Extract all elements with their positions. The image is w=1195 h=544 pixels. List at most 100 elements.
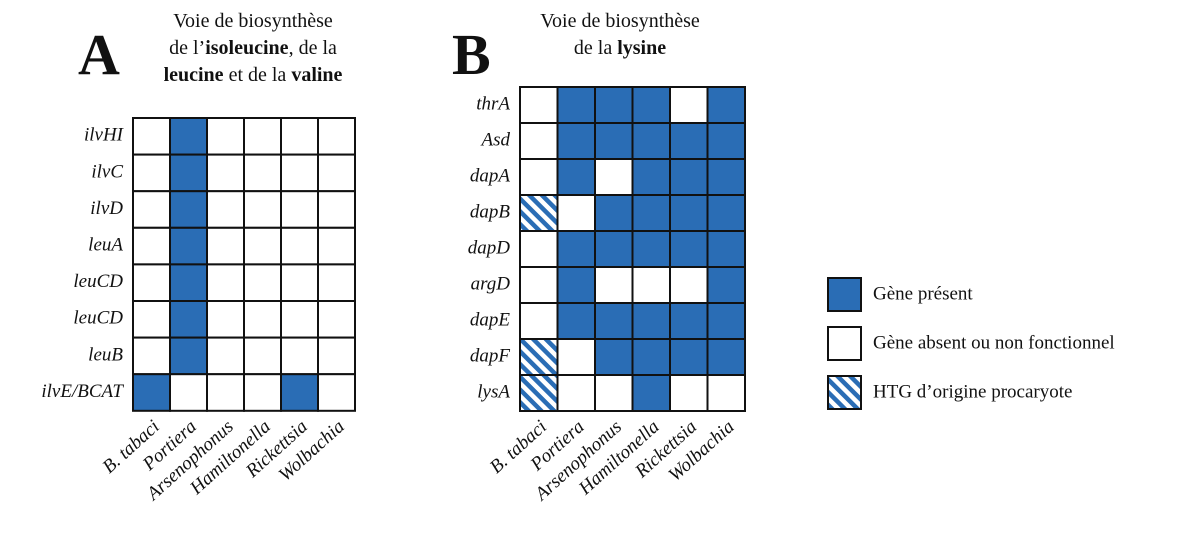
gene-cell: [132, 117, 171, 156]
gene-cell: [519, 122, 559, 160]
gene-cell: [243, 226, 282, 266]
gene-cell: [280, 190, 319, 229]
legend-label: Gène absent ou non fonctionnel: [873, 332, 1115, 353]
title-run: et de la: [224, 64, 292, 86]
gene-cell: [206, 190, 245, 229]
gene-cell: [206, 373, 245, 412]
gene-label: argD: [471, 273, 511, 294]
gene-label: ilvC: [91, 161, 123, 182]
panel-title: leucine et de la valine: [164, 64, 343, 86]
gene-label: dapD: [468, 237, 511, 258]
gene-cell: [280, 300, 319, 339]
gene-cell: [280, 373, 319, 412]
gene-cell: [132, 153, 171, 193]
gene-cell: [280, 263, 319, 302]
legend-swatch: [827, 375, 862, 410]
gene-cell: [317, 190, 356, 229]
panel-title: de l’isoleucine, de la: [169, 37, 337, 59]
gene-label: Asd: [480, 129, 511, 150]
gene-cell: [519, 338, 559, 376]
gene-cell: [631, 230, 671, 268]
gene-cell: [243, 117, 282, 156]
gene-cell: [669, 374, 709, 412]
gene-cell: [556, 122, 596, 160]
gene-cell: [243, 336, 282, 376]
panel-title: Voie de biosynthèse: [540, 10, 700, 32]
gene-cell: [669, 338, 709, 376]
gene-cell: [132, 263, 171, 302]
gene-cell: [169, 117, 208, 156]
gene-cell: [317, 300, 356, 339]
gene-label: leuCD: [73, 271, 123, 292]
gene-cell: [706, 122, 746, 160]
gene-cell: [669, 158, 709, 196]
gene-cell: [132, 373, 171, 412]
title-run: leucine: [164, 64, 224, 86]
gene-cell: [519, 302, 559, 340]
gene-cell: [706, 194, 746, 232]
gene-cell: [317, 226, 356, 266]
gene-label: leuA: [88, 234, 123, 255]
title-run: lysine: [617, 37, 666, 59]
gene-cell: [206, 226, 245, 266]
panel-letter: B: [452, 22, 491, 87]
gene-cell: [280, 117, 319, 156]
gene-label: thrA: [476, 93, 510, 114]
gene-cell: [280, 153, 319, 193]
gene-cell: [317, 373, 356, 412]
gene-cell: [631, 86, 671, 124]
gene-cell: [519, 158, 559, 196]
gene-cell: [243, 263, 282, 302]
gene-cell: [594, 338, 634, 376]
gene-cell: [706, 266, 746, 304]
gene-cell: [556, 266, 596, 304]
gene-cell: [706, 230, 746, 268]
gene-cell: [594, 374, 634, 412]
gene-label: leuCD: [73, 308, 123, 329]
gene-cell: [519, 374, 559, 412]
gene-cell: [169, 263, 208, 302]
title-run: de l’: [169, 37, 205, 59]
gene-cell: [243, 373, 282, 412]
title-run: valine: [291, 64, 342, 86]
gene-cell: [594, 86, 634, 124]
title-run: de la: [574, 37, 617, 59]
gene-cell: [132, 226, 171, 266]
gene-cell: [206, 263, 245, 302]
gene-label: ilvE/BCAT: [41, 381, 124, 402]
gene-label: leuB: [88, 344, 123, 365]
title-run: Voie de biosynthèse: [540, 10, 700, 32]
gene-cell: [631, 266, 671, 304]
gene-cell: [317, 153, 356, 193]
gene-cell: [519, 230, 559, 268]
legend-swatch: [827, 277, 862, 312]
gene-cell: [556, 338, 596, 376]
gene-cell: [169, 226, 208, 266]
gene-cell: [243, 190, 282, 229]
gene-cell: [669, 266, 709, 304]
gene-label: dapB: [470, 201, 511, 222]
panel-letter: A: [78, 22, 120, 87]
gene-cell: [132, 336, 171, 376]
gene-label: ilvD: [90, 198, 123, 219]
gene-cell: [169, 373, 208, 412]
gene-cell: [594, 230, 634, 268]
gene-cell: [631, 122, 671, 160]
gene-cell: [169, 153, 208, 193]
gene-cell: [594, 266, 634, 304]
gene-label: lysA: [477, 381, 510, 402]
gene-cell: [631, 338, 671, 376]
title-run: Voie de biosynthèse: [173, 10, 333, 32]
gene-cell: [669, 122, 709, 160]
gene-cell: [669, 230, 709, 268]
gene-cell: [206, 300, 245, 339]
panel-title: Voie de biosynthèse: [173, 10, 333, 32]
gene-cell: [280, 226, 319, 266]
gene-cell: [169, 336, 208, 376]
gene-label: dapF: [470, 345, 511, 366]
legend-label: Gène présent: [873, 283, 973, 304]
gene-cell: [556, 194, 596, 232]
gene-cell: [556, 158, 596, 196]
gene-cell: [631, 374, 671, 412]
gene-cell: [519, 194, 559, 232]
